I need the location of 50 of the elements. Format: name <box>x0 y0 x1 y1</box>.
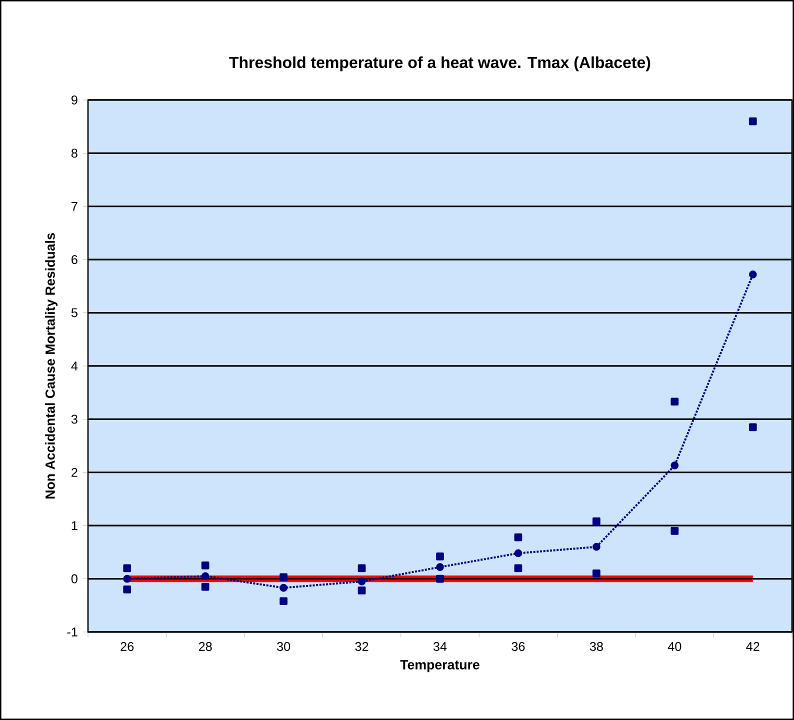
y-tick-label: 0 <box>71 574 78 584</box>
x-tick-label: 34 <box>433 642 447 651</box>
y-axis-title: Non Accidental Cause Mortality Residuals <box>45 233 58 498</box>
y-tick-label: 7 <box>72 202 78 211</box>
y-tick-label: 9 <box>72 96 78 104</box>
point <box>201 562 210 570</box>
point <box>592 517 600 526</box>
point <box>748 117 757 126</box>
point <box>670 462 679 470</box>
x-tick-label: 42 <box>746 642 760 651</box>
point <box>748 423 757 432</box>
point <box>436 552 444 560</box>
point <box>514 533 522 542</box>
chart-title: Threshold temperature of a heat wave. Tmax (Albacete) <box>229 56 650 72</box>
x-tick-label: 38 <box>590 642 603 651</box>
point <box>592 570 600 578</box>
point <box>201 572 210 580</box>
point <box>280 573 288 582</box>
y-tick-label: 4 <box>71 362 78 370</box>
point <box>358 586 366 594</box>
point <box>201 582 210 591</box>
x-tick-label: 30 <box>276 642 290 651</box>
point <box>514 564 522 572</box>
point <box>280 597 288 606</box>
x-tick-label: 32 <box>355 642 368 651</box>
y-tick-label: 3 <box>71 414 78 424</box>
point <box>592 542 600 551</box>
x-axis-title: Temperature <box>400 660 480 672</box>
point <box>280 584 288 592</box>
point <box>748 270 757 278</box>
x-tick-label: 28 <box>198 642 212 651</box>
point <box>358 564 366 572</box>
point <box>358 578 366 586</box>
point <box>670 526 679 535</box>
y-tick-label: -1 <box>67 628 78 636</box>
y-tick-label: 8 <box>71 148 78 158</box>
point <box>670 398 679 406</box>
y-tick-label: 6 <box>72 255 78 264</box>
point <box>514 549 522 558</box>
point <box>123 585 132 594</box>
point <box>436 563 444 572</box>
y-tick-label: 5 <box>71 308 78 318</box>
x-tick-label: 36 <box>512 642 525 651</box>
x-tick-label: 26 <box>120 642 134 651</box>
x-tick-label: 40 <box>668 642 682 651</box>
y-tick-label: 1 <box>72 521 78 530</box>
y-tick-label: 2 <box>72 468 78 477</box>
point <box>436 574 444 583</box>
point <box>123 564 132 572</box>
point <box>123 574 132 583</box>
